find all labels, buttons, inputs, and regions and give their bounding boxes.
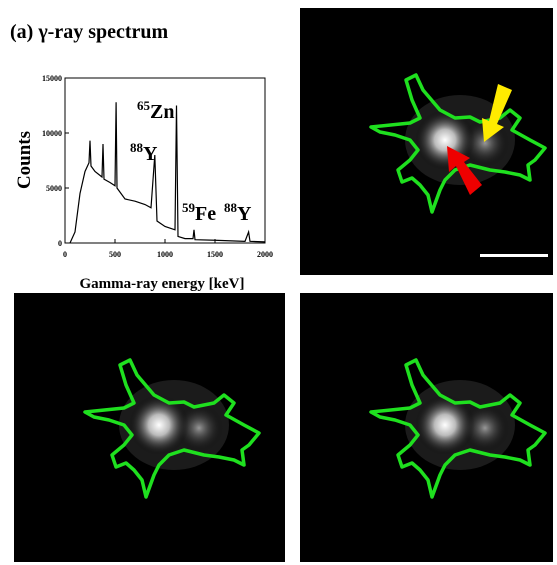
x-axis-label: Gamma-ray energy [keV] — [80, 276, 245, 292]
chart-title: (a) γ-ray spectrum — [10, 21, 169, 43]
x-tick-label: 2000 — [257, 250, 273, 259]
x-tick-label: 1500 — [207, 250, 223, 259]
x-tick-label: 0 — [63, 250, 67, 259]
y-tick-label: 0 — [58, 239, 62, 248]
y-tick-label: 15000 — [42, 74, 62, 83]
image-panel — [14, 293, 285, 562]
element-symbol: Fe — [195, 203, 216, 225]
element-symbol: Y — [143, 143, 158, 165]
isotope-mass: 59 — [182, 200, 196, 215]
figure: (a) γ-ray spectrum Gamma-ray energy [keV… — [0, 0, 557, 565]
isotope-mass: 65 — [137, 98, 151, 113]
peak-annotation: 88Y — [224, 200, 252, 225]
isotope-mass: 88 — [130, 140, 144, 155]
y-tick-label: 10000 — [42, 129, 62, 138]
x-tick-label: 1000 — [157, 250, 173, 259]
element-symbol: Y — [237, 203, 252, 225]
image-panel — [300, 8, 553, 275]
x-tick-label: 500 — [109, 250, 121, 259]
isotope-mass: 88 — [224, 200, 238, 215]
element-symbol: Zn — [150, 101, 174, 123]
peak-annotation: 88Y — [130, 140, 158, 165]
y-tick-label: 5000 — [46, 184, 62, 193]
spectrum-line — [70, 102, 265, 243]
image-panel — [300, 293, 553, 562]
y-axis-label: Counts — [14, 131, 35, 189]
peak-annotation: 65Zn — [137, 98, 174, 123]
peak-annotation: 59Fe — [182, 200, 216, 225]
